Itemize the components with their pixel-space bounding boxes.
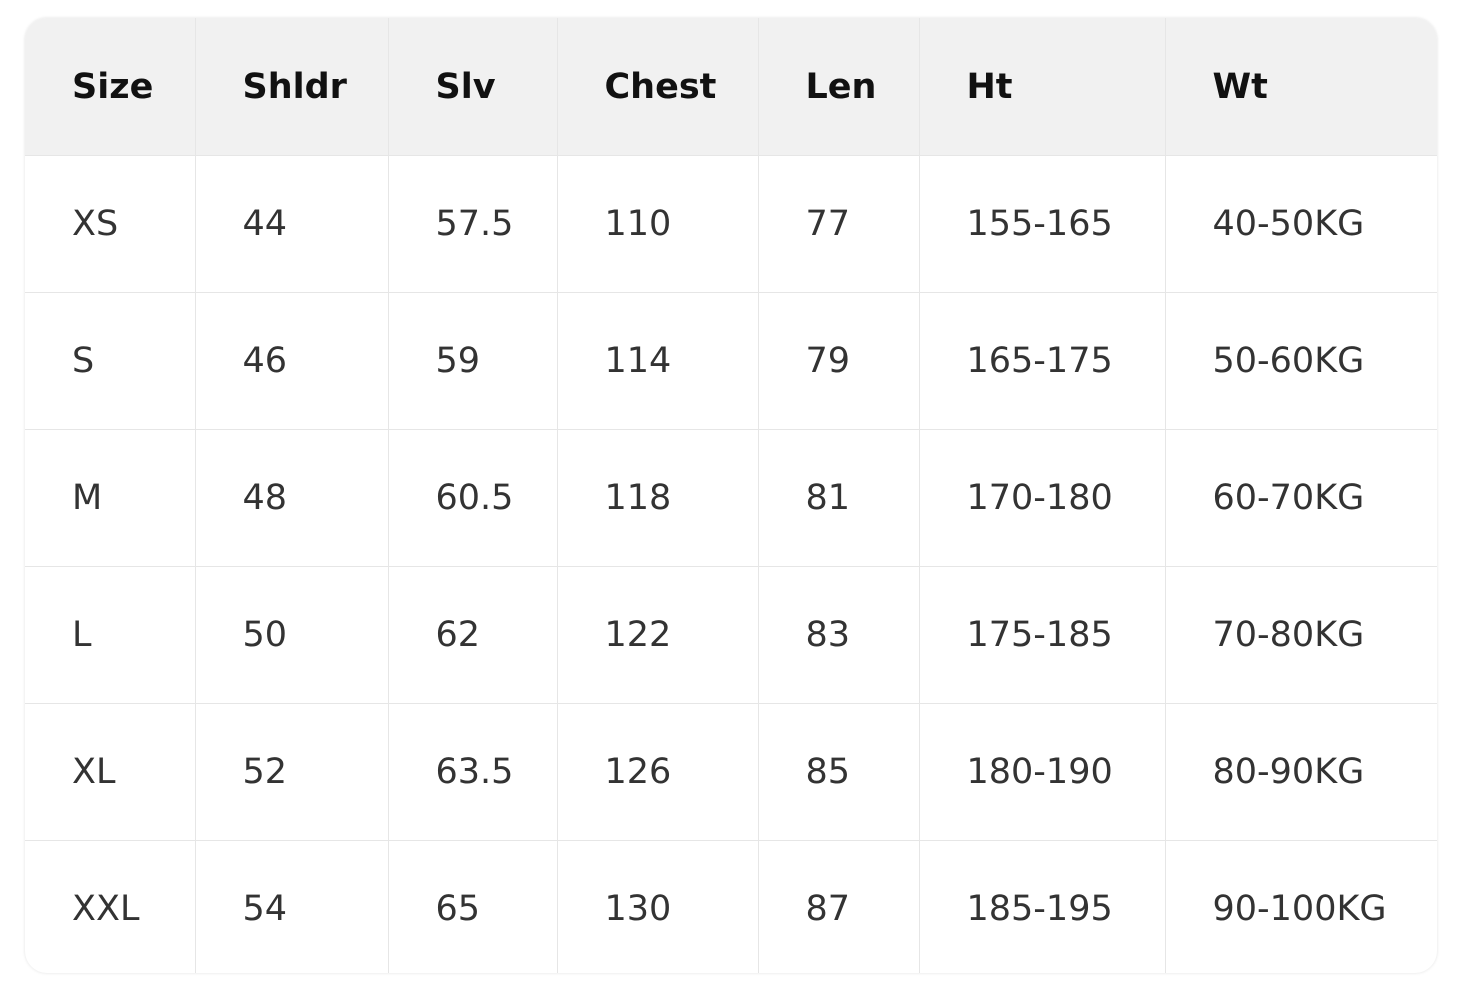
cell-chest: 130 [556,840,759,973]
cell-chest: 122 [556,566,759,704]
size-chart: Size Shldr Slv Chest Len Ht Wt XS 44 57.5 110 77 15… [25,18,1437,973]
cell-ht: 175-185 [918,566,1166,704]
cell-wt: 60-70KG [1164,429,1437,567]
cell-chest: 110 [556,155,759,293]
cell-slv: 60.5 [387,429,558,567]
cell-size: XL [25,703,196,841]
column-header-ht: Ht [918,18,1166,156]
cell-chest: 114 [556,292,759,430]
cell-ht: 170-180 [918,429,1166,567]
cell-len: 85 [757,703,920,841]
cell-size: L [25,566,196,704]
cell-ht: 180-190 [918,703,1166,841]
cell-shldr: 52 [194,703,389,841]
table-row: M 48 60.5 118 81 170-180 60-70KG [25,429,1437,567]
table-body: XS 44 57.5 110 77 155-165 40-50KG S 46 59 114 79 165… [25,155,1437,973]
cell-slv: 63.5 [387,703,558,841]
cell-size: S [25,292,196,430]
cell-shldr: 50 [194,566,389,704]
cell-len: 87 [757,840,920,973]
table-row: XXL 54 65 130 87 185-195 90-100KG [25,840,1437,973]
cell-wt: 80-90KG [1164,703,1437,841]
cell-ht: 165-175 [918,292,1166,430]
cell-len: 79 [757,292,920,430]
column-header-slv: Slv [387,18,558,156]
table-row: XS 44 57.5 110 77 155-165 40-50KG [25,155,1437,293]
column-header-shldr: Shldr [194,18,389,156]
cell-len: 81 [757,429,920,567]
column-header-wt: Wt [1164,18,1437,156]
cell-len: 83 [757,566,920,704]
cell-shldr: 44 [194,155,389,293]
header-row: Size Shldr Slv Chest Len Ht Wt [25,18,1437,156]
cell-chest: 126 [556,703,759,841]
column-header-len: Len [757,18,920,156]
cell-wt: 90-100KG [1164,840,1437,973]
cell-slv: 62 [387,566,558,704]
cell-shldr: 48 [194,429,389,567]
size-table: Size Shldr Slv Chest Len Ht Wt XS 44 57.5 110 77 15… [25,18,1437,973]
cell-shldr: 54 [194,840,389,973]
cell-len: 77 [757,155,920,293]
table-row: L 50 62 122 83 175-185 70-80KG [25,566,1437,704]
cell-slv: 57.5 [387,155,558,293]
cell-size: XXL [25,840,196,973]
cell-shldr: 46 [194,292,389,430]
column-header-size: Size [25,18,196,156]
cell-chest: 118 [556,429,759,567]
cell-wt: 40-50KG [1164,155,1437,293]
table-row: XL 52 63.5 126 85 180-190 80-90KG [25,703,1437,841]
cell-slv: 59 [387,292,558,430]
cell-size: M [25,429,196,567]
cell-ht: 185-195 [918,840,1166,973]
cell-size: XS [25,155,196,293]
cell-wt: 70-80KG [1164,566,1437,704]
cell-slv: 65 [387,840,558,973]
cell-wt: 50-60KG [1164,292,1437,430]
table-row: S 46 59 114 79 165-175 50-60KG [25,292,1437,430]
cell-ht: 155-165 [918,155,1166,293]
column-header-chest: Chest [556,18,759,156]
